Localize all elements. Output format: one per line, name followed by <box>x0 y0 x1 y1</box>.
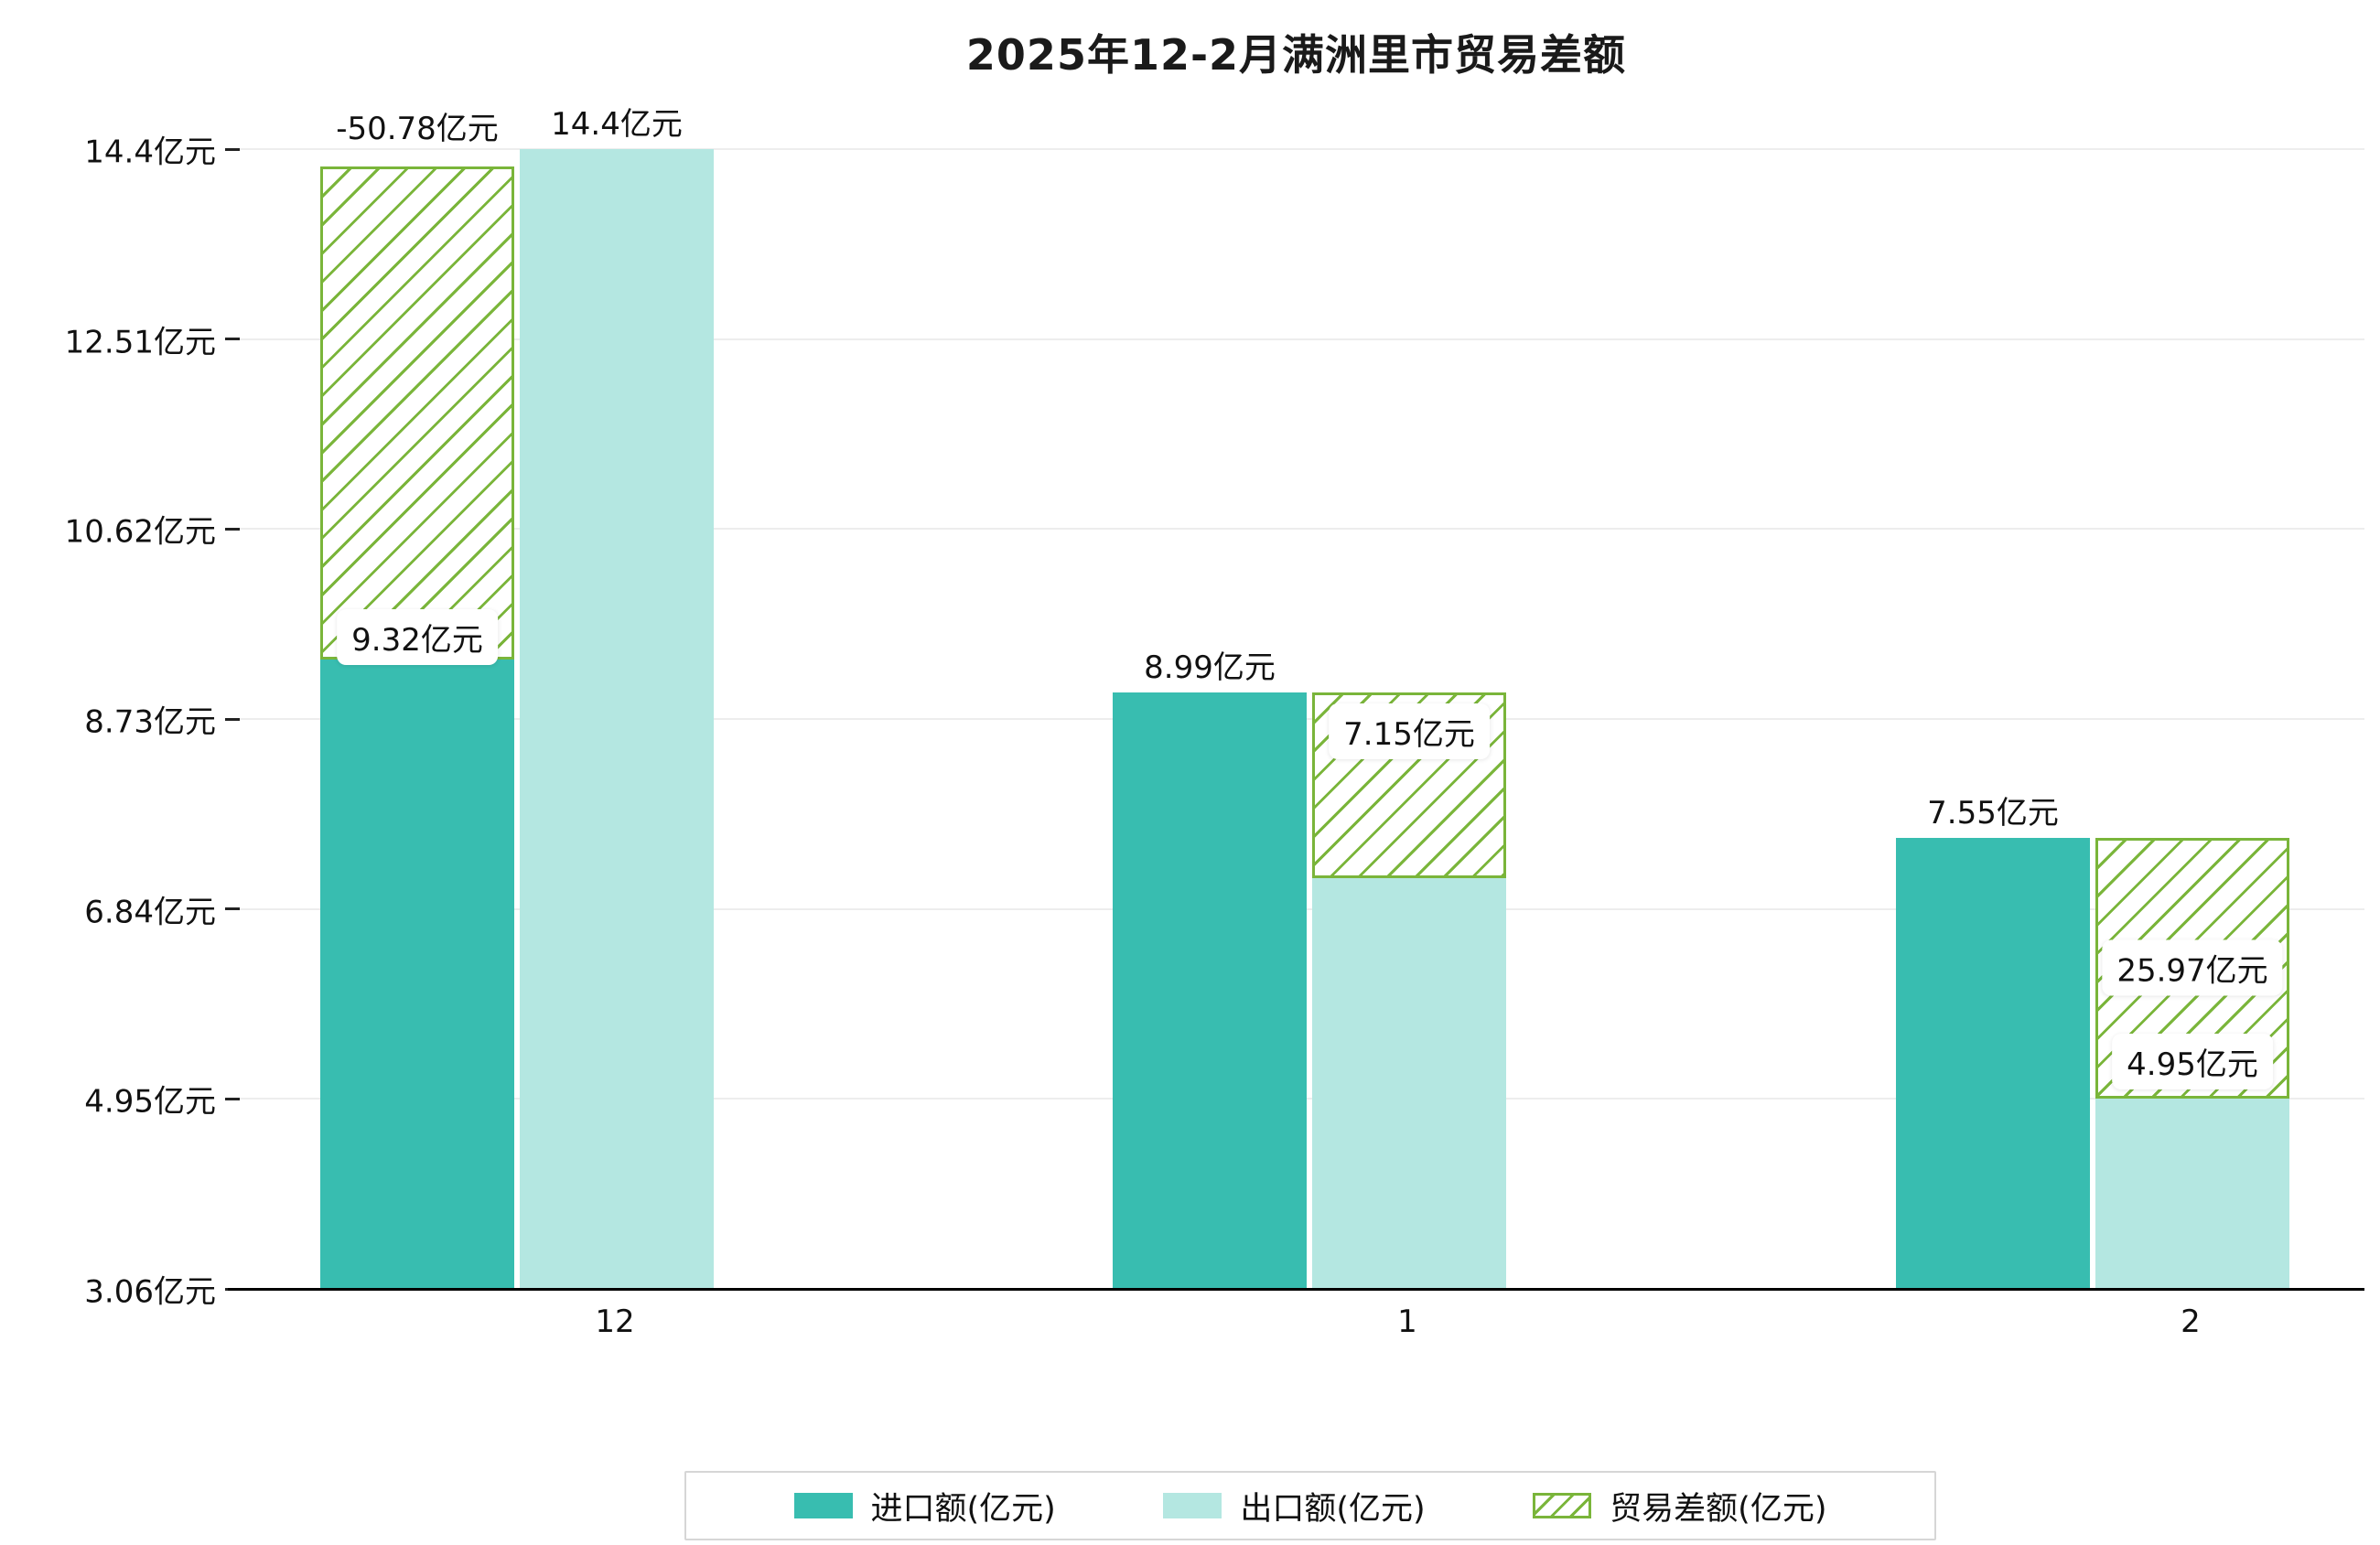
y-axis-tick-label: 3.06亿元 <box>84 1273 216 1311</box>
legend-item-label: 贸易差额(亿元) <box>1610 1490 1827 1528</box>
export-bar <box>1312 877 1506 1289</box>
import-bar <box>1896 837 2090 1289</box>
bar-value-label: 7.15亿元 <box>1329 703 1490 760</box>
gridline <box>228 338 2364 340</box>
x-axis-line <box>228 1288 2364 1291</box>
import-bar <box>1113 692 1307 1289</box>
y-axis-tick-label: 14.4亿元 <box>84 134 216 171</box>
legend-swatch-export-icon <box>1163 1493 1222 1518</box>
bar-value-label: 8.99亿元 <box>1144 649 1276 687</box>
x-axis-label: 2 <box>2181 1304 2201 1340</box>
legend-item-export: 出口额(亿元) <box>1163 1483 1426 1529</box>
y-axis-tick-label: 8.73亿元 <box>84 703 216 741</box>
y-axis-tick-label: 6.84亿元 <box>84 894 216 931</box>
bar-value-label: -50.78亿元 <box>336 111 499 148</box>
chart-title: 2025年12-2月满洲里市贸易差额 <box>965 30 1627 80</box>
gridline <box>228 528 2364 531</box>
bar-value-label: 9.32亿元 <box>337 609 498 666</box>
bar-value-label: 14.4亿元 <box>551 106 683 143</box>
x-axis-label: 1 <box>1397 1304 1417 1340</box>
legend-item-diff: 贸易差额(亿元) <box>1533 1483 1826 1529</box>
x-axis-label: 12 <box>595 1304 635 1340</box>
export-bar <box>520 149 714 1289</box>
y-axis-tick-label: 4.95亿元 <box>84 1083 216 1121</box>
y-axis-tick-mark <box>225 1097 240 1100</box>
legend-item-label: 出口额(亿元) <box>1240 1490 1426 1528</box>
bar-value-label: 25.97亿元 <box>2102 939 2283 996</box>
legend-item-label: 进口额(亿元) <box>870 1490 1056 1528</box>
y-axis-tick-mark <box>225 147 240 151</box>
bar-value-label: 7.55亿元 <box>1927 794 2059 832</box>
legend: 进口额(亿元) 出口额(亿元) 贸易差额(亿元) <box>684 1471 1936 1540</box>
gridline <box>228 148 2364 150</box>
trade-diff-bar <box>320 166 514 660</box>
export-bar <box>2095 1099 2289 1289</box>
y-axis-tick-label: 10.62亿元 <box>64 513 216 551</box>
legend-swatch-import-icon <box>793 1493 853 1518</box>
y-axis-tick-mark <box>225 907 240 911</box>
y-axis-tick-mark <box>225 527 240 531</box>
import-bar <box>320 660 514 1289</box>
legend-item-import: 进口额(亿元) <box>793 1483 1056 1529</box>
y-axis-tick-mark <box>225 338 240 341</box>
bar-value-label: 4.95亿元 <box>2112 1034 2273 1090</box>
legend-swatch-diff-icon <box>1533 1493 1592 1518</box>
y-axis-tick-mark <box>225 717 240 721</box>
y-axis-tick-label: 12.51亿元 <box>64 324 216 361</box>
